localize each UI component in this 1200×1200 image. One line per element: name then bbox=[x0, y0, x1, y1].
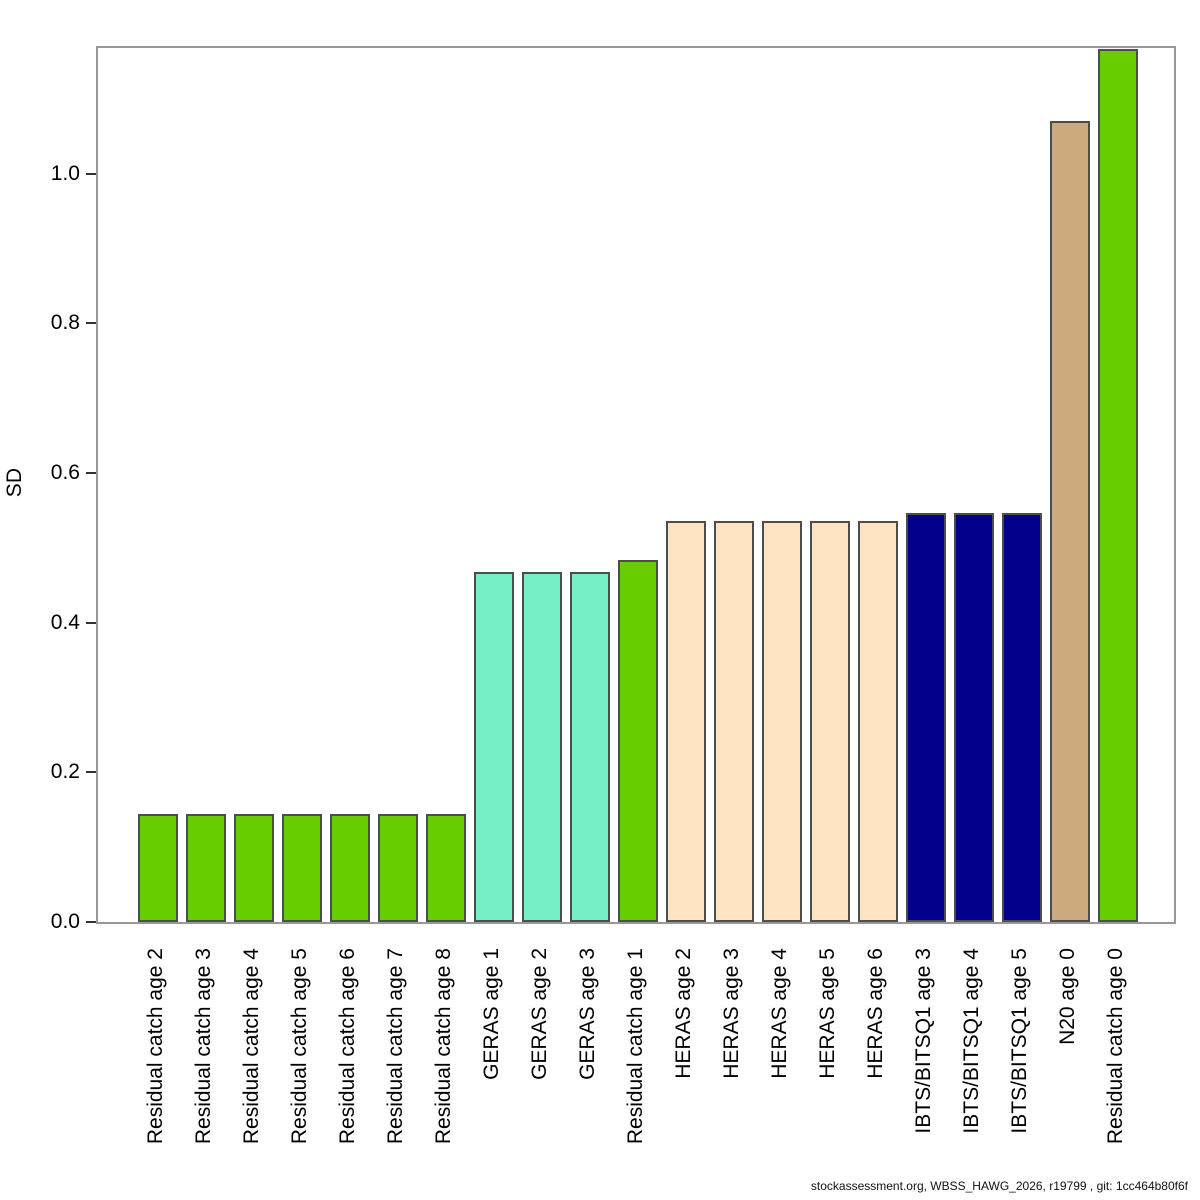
bar bbox=[714, 521, 754, 922]
bar bbox=[330, 814, 370, 922]
x-axis-label: HERAS age 5 bbox=[816, 948, 839, 1079]
x-axis-label: N20 age 0 bbox=[1056, 948, 1079, 1045]
bar bbox=[282, 814, 322, 922]
y-axis-title: SD bbox=[3, 468, 26, 498]
x-axis-label: GERAS age 3 bbox=[576, 948, 599, 1080]
bar bbox=[1002, 513, 1042, 922]
bar bbox=[810, 521, 850, 922]
x-axis-label: IBTS/BITSQ1 age 4 bbox=[960, 948, 983, 1134]
x-axis-label: Residual catch age 3 bbox=[192, 948, 215, 1145]
y-axis-tick bbox=[86, 921, 96, 923]
x-axis-label: HERAS age 4 bbox=[768, 948, 791, 1079]
bar bbox=[378, 814, 418, 922]
y-axis-tick-label: 1.0 bbox=[50, 161, 80, 185]
bar bbox=[954, 513, 994, 922]
bar bbox=[522, 572, 562, 922]
x-axis-label: HERAS age 3 bbox=[720, 948, 743, 1079]
x-axis-label: HERAS age 2 bbox=[672, 948, 695, 1079]
y-axis-tick-label: 0.8 bbox=[50, 311, 80, 335]
x-axis-label: IBTS/BITSQ1 age 3 bbox=[912, 948, 935, 1134]
bar bbox=[858, 521, 898, 922]
bar bbox=[570, 572, 610, 922]
y-axis-tick bbox=[86, 322, 96, 325]
y-axis-tick bbox=[86, 172, 96, 175]
y-axis-tick-label: 0.6 bbox=[50, 461, 80, 485]
x-axis-label: Residual catch age 5 bbox=[288, 948, 311, 1145]
x-axis-label: Residual catch age 1 bbox=[624, 948, 647, 1145]
caption: stockassessment.org, WBSS_HAWG_2026, r19… bbox=[810, 1179, 1188, 1193]
y-axis-tick-label: 0.4 bbox=[50, 610, 80, 634]
bar bbox=[186, 814, 226, 922]
x-axis-label: Residual catch age 6 bbox=[336, 948, 359, 1145]
x-axis-label: GERAS age 2 bbox=[528, 948, 551, 1080]
bar bbox=[762, 521, 802, 922]
bar bbox=[234, 814, 274, 922]
bar bbox=[138, 814, 178, 922]
x-axis-label: IBTS/BITSQ1 age 5 bbox=[1008, 948, 1031, 1134]
plot-area bbox=[96, 46, 1176, 924]
y-axis-tick-label: 0.0 bbox=[50, 910, 80, 933]
x-axis-label: Residual catch age 2 bbox=[144, 948, 167, 1145]
x-axis-label: Residual catch age 0 bbox=[1104, 948, 1127, 1145]
bar bbox=[426, 814, 466, 922]
bar bbox=[666, 521, 706, 922]
y-axis-tick-label: 0.2 bbox=[50, 760, 80, 784]
bar bbox=[474, 572, 514, 922]
bar bbox=[1098, 49, 1138, 922]
x-axis-label: Residual catch age 4 bbox=[240, 948, 263, 1145]
x-axis-label: HERAS age 6 bbox=[864, 948, 887, 1079]
bar bbox=[1050, 121, 1090, 922]
x-axis-label: Residual catch age 7 bbox=[384, 948, 407, 1145]
bar bbox=[906, 513, 946, 922]
bar bbox=[618, 560, 658, 922]
y-axis-tick bbox=[86, 771, 96, 774]
y-axis-tick bbox=[86, 621, 96, 624]
y-axis-tick bbox=[86, 472, 96, 475]
x-axis-label: Residual catch age 8 bbox=[432, 948, 455, 1145]
x-axis-label: GERAS age 1 bbox=[480, 948, 503, 1080]
